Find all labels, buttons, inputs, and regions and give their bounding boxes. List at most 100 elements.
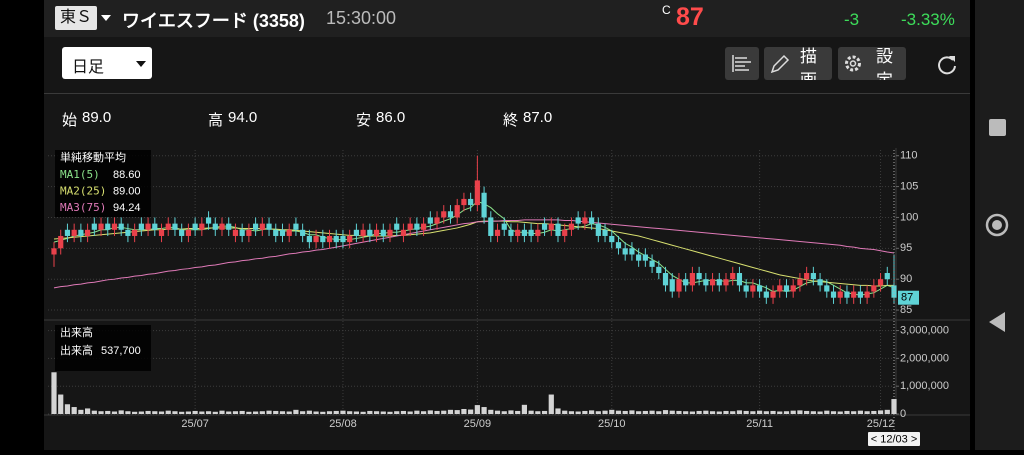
candle-body (817, 279, 823, 286)
candle-body (736, 273, 743, 286)
candle-body (709, 279, 716, 286)
home-button[interactable] (985, 213, 1009, 237)
volume-bar (797, 410, 803, 414)
candle-body (179, 229, 185, 236)
candle-body (871, 285, 877, 292)
volume-bar (226, 411, 232, 414)
price-change-percent: -3.33% (901, 10, 955, 29)
volume-bar (326, 411, 333, 414)
candle-body (824, 285, 830, 292)
candle-body (172, 223, 178, 230)
volume-bar (891, 399, 897, 414)
volume-bar (111, 411, 118, 414)
volume-bar (253, 411, 259, 414)
volume-bar (622, 410, 628, 414)
settings-button[interactable]: 設定 (838, 47, 906, 80)
candle-body (615, 242, 622, 249)
candle-body (528, 229, 534, 236)
volume-bar (421, 411, 427, 414)
volume-bar (414, 410, 420, 414)
moving-average-line (53, 219, 895, 289)
candle-body (85, 229, 91, 236)
volume-bar (804, 410, 810, 414)
candle-body (98, 223, 104, 230)
candle-body (481, 192, 487, 218)
volume-bar (636, 411, 642, 414)
candle-body (152, 223, 158, 230)
candle-body (750, 285, 756, 292)
back-button[interactable] (989, 312, 1005, 332)
volume-bar (91, 410, 97, 414)
volume-bar (185, 411, 191, 414)
candle-body (696, 273, 702, 280)
candle-body (582, 217, 588, 224)
summary-name: 始 (62, 112, 78, 129)
volume-bar (387, 411, 393, 414)
recent-apps-button[interactable] (989, 119, 1006, 136)
candle-body (501, 223, 507, 230)
volume-bar (441, 410, 447, 414)
legend-name: MA2(25) (60, 185, 106, 198)
last-price-label: 87 (901, 292, 913, 304)
candle-body (447, 211, 454, 218)
summary-value: 94.0 (228, 109, 258, 126)
candle-body (306, 235, 312, 243)
volume-bar (259, 411, 265, 414)
volume-bar (468, 409, 474, 414)
draw-button[interactable]: 描画 (764, 47, 832, 80)
volume-bar (817, 411, 823, 414)
volume-bar (629, 410, 635, 414)
x-tick-label: 25/12 (867, 418, 895, 430)
volume-bar (541, 410, 548, 414)
candle-body (414, 223, 420, 230)
volume-bar (844, 410, 850, 414)
y-tick-label: 100 (900, 211, 918, 223)
volume-bar (736, 410, 743, 414)
volume-bar (770, 410, 776, 414)
candle-body (111, 223, 118, 230)
cursor-label-box (868, 432, 920, 446)
candle-body (454, 205, 460, 218)
price-time: 15:30:00 (326, 8, 397, 28)
volume-bar (750, 411, 756, 414)
volume-bar (360, 411, 366, 414)
volume-bar (125, 411, 131, 414)
volume-bar (279, 411, 286, 414)
volume-bar (179, 411, 185, 414)
volume-bar (400, 410, 407, 414)
volume-bar (662, 410, 669, 414)
summary-name: 安 (356, 112, 372, 129)
market-selector[interactable]: 東Ｓ (55, 6, 97, 30)
market-dropdown-arrow[interactable] (101, 15, 111, 21)
candle-body (313, 235, 319, 243)
indicator-button[interactable] (725, 47, 759, 80)
volume-bar (353, 411, 359, 414)
candle-body (884, 273, 890, 280)
candle-body (730, 273, 736, 280)
gear-icon (845, 55, 861, 72)
volume-bar (347, 411, 353, 414)
volume-bar (340, 410, 346, 414)
refresh-button[interactable] (935, 52, 959, 76)
candle-body (64, 229, 71, 236)
volume-bar (582, 410, 588, 414)
candle-body (373, 229, 380, 236)
volume-bar (434, 410, 440, 414)
nav-icons (985, 119, 1009, 332)
candle-body (790, 285, 796, 292)
x-tick-label: 25/08 (329, 418, 357, 430)
candle-body (548, 223, 554, 230)
period-selector[interactable]: 日足 (62, 47, 152, 79)
y-tick-label: 2,000,000 (900, 352, 949, 364)
volume-bar (172, 411, 178, 414)
volume-bar (689, 411, 695, 414)
y-tick-label: 110 (900, 150, 918, 162)
candle-body (662, 273, 669, 286)
candle-body (51, 248, 57, 255)
volume-bar (152, 411, 158, 414)
candle-body (669, 279, 675, 292)
volume-bar (609, 409, 615, 414)
volume-bar (373, 411, 380, 414)
volume-bar (273, 410, 279, 414)
volume-bar (555, 408, 561, 414)
